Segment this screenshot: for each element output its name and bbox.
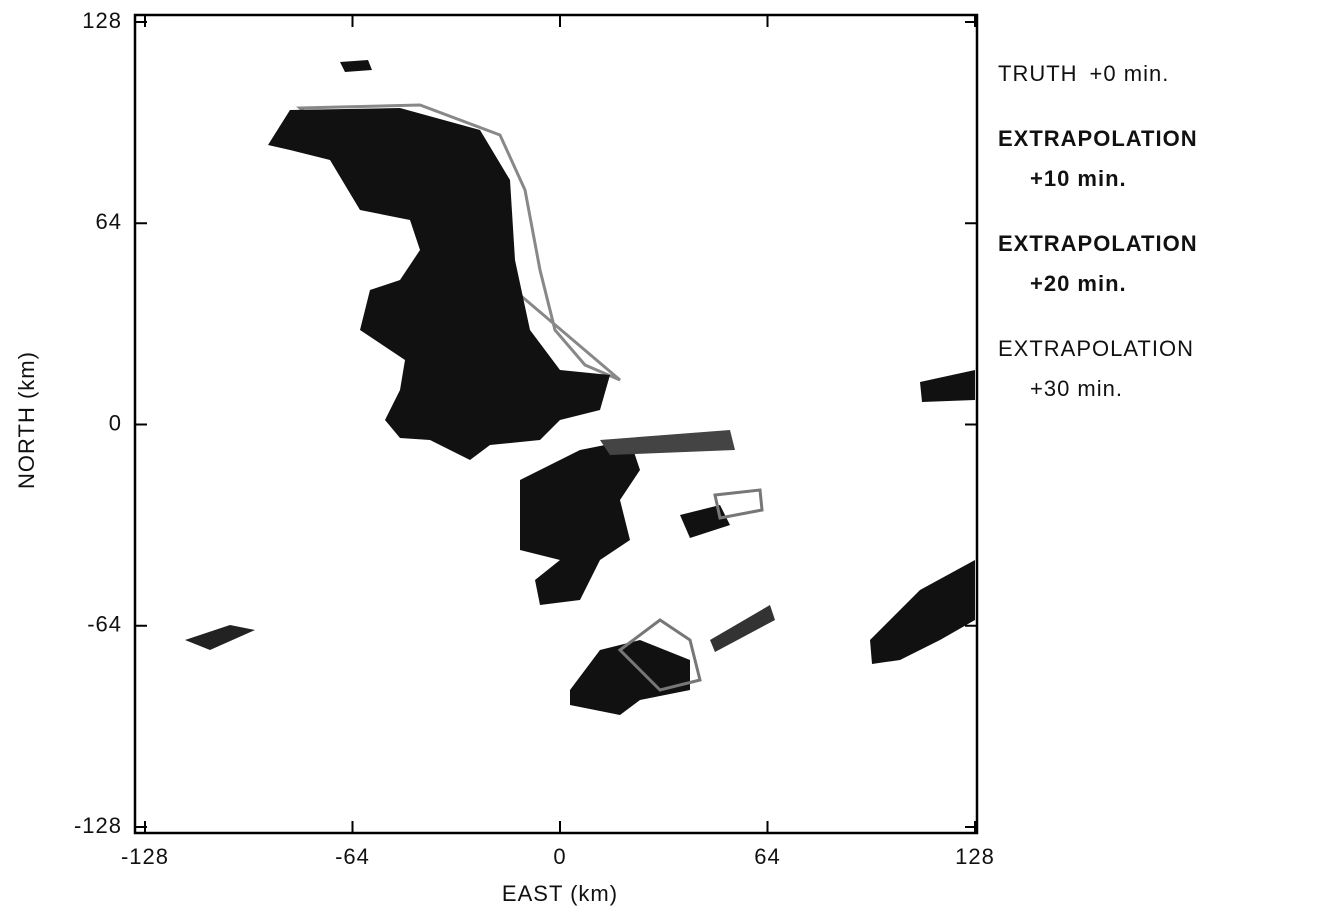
echo (340, 60, 372, 72)
legend-time: +30 min. (1030, 376, 1123, 401)
chart: EAST (km) NORTH (km) -128 -64 0 64 128 -128 -6… (0, 0, 1318, 913)
legend-time: +20 min. (1030, 271, 1127, 296)
legend-time: +10 min. (1030, 166, 1127, 191)
echo (185, 625, 255, 650)
y-tick-label: 64 (96, 209, 122, 234)
echo (570, 640, 690, 715)
echo (680, 505, 730, 538)
y-tick-label: 0 (109, 410, 122, 435)
x-tick-label: -64 (335, 844, 370, 869)
y-tick-label: 128 (82, 8, 122, 33)
legend-entry: TRUTH +0 min. (998, 61, 1169, 86)
legend-time: +0 min. (1090, 61, 1170, 86)
radar-echoes (185, 60, 975, 715)
y-tick-label: -128 (74, 813, 122, 838)
echo (710, 605, 775, 652)
x-tick-label: 0 (553, 844, 566, 869)
x-tick-label: 64 (754, 844, 780, 869)
legend-name: EXTRAPOLATION (998, 231, 1198, 256)
y-tick-label: -64 (87, 612, 122, 637)
legend-name: EXTRAPOLATION (998, 126, 1198, 151)
echo (268, 108, 610, 460)
x-axis-label: EAST (km) (502, 881, 618, 906)
y-axis-label: NORTH (km) (14, 351, 39, 489)
legend-name: TRUTH (998, 61, 1078, 86)
legend-name: EXTRAPOLATION (998, 336, 1194, 361)
echo (600, 430, 735, 455)
echo (920, 370, 975, 402)
x-tick-label: -128 (121, 844, 169, 869)
x-tick-label: 128 (955, 844, 995, 869)
echo (870, 560, 975, 664)
echo (520, 440, 640, 605)
